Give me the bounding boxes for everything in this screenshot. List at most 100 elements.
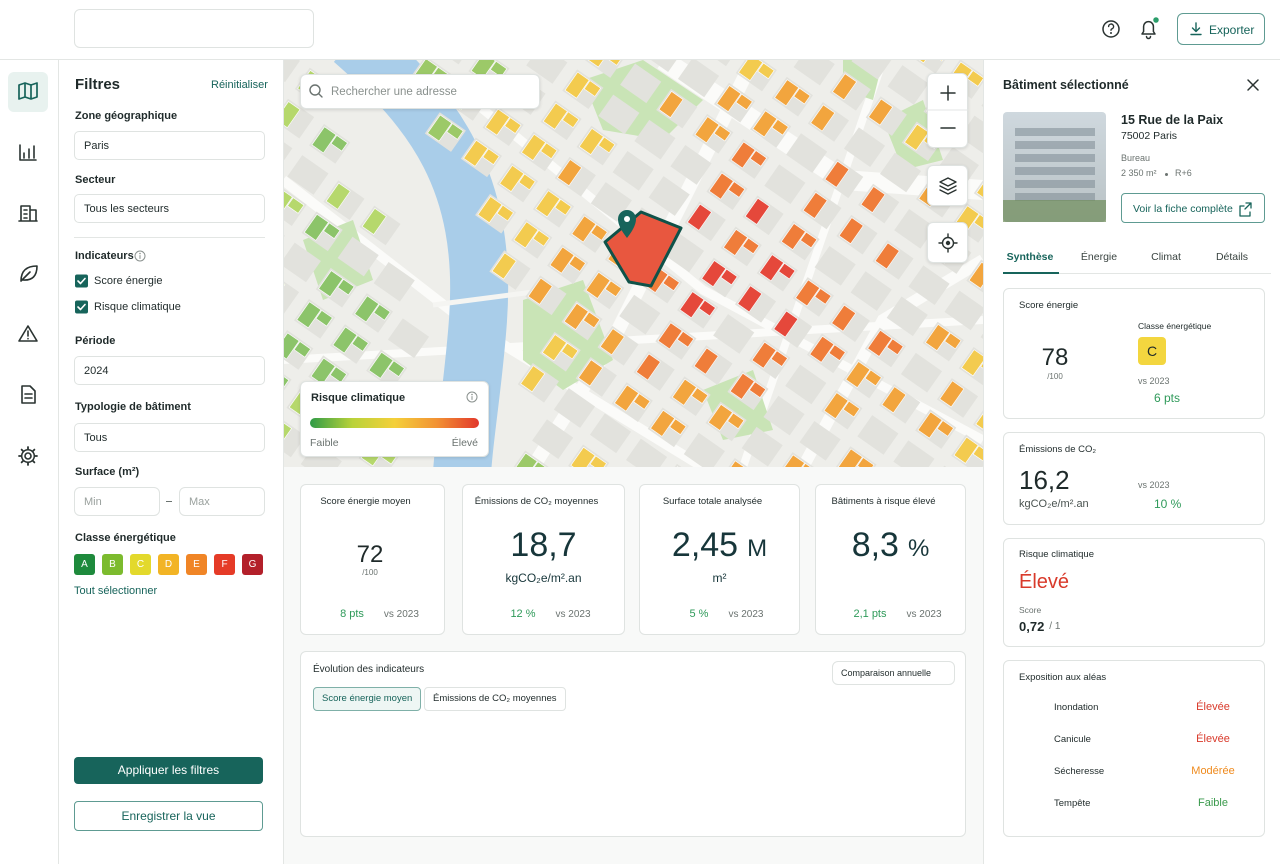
divider xyxy=(74,237,265,238)
kpi-title: Émissions de CO₂ moyennes xyxy=(474,496,599,507)
reset-link[interactable]: Réinitialiser xyxy=(211,79,268,91)
map-building xyxy=(828,344,846,361)
map-block xyxy=(532,419,574,459)
map-building xyxy=(427,114,453,142)
panel-tab[interactable]: Synthèse xyxy=(1006,251,1054,263)
select-all[interactable]: Tout sélectionner xyxy=(74,585,158,597)
tabs-border xyxy=(1003,273,1271,274)
map-search[interactable]: Rechercher une adresse xyxy=(300,74,540,109)
map-block xyxy=(763,395,805,436)
map-building xyxy=(283,332,300,360)
zoom-control[interactable] xyxy=(927,73,968,148)
energy-class-chip[interactable]: E xyxy=(186,554,207,575)
kpi-suffix: % xyxy=(907,535,930,562)
kpi-suffix: M xyxy=(747,535,768,562)
map-block xyxy=(634,119,676,160)
map-block xyxy=(879,152,922,193)
kpi-value: 72 xyxy=(356,541,384,568)
map-building xyxy=(810,104,836,132)
nav-settings xyxy=(20,448,36,464)
score-scale: / 1 xyxy=(1049,621,1061,632)
map-building xyxy=(874,242,900,270)
map-building xyxy=(586,60,612,68)
indicator-item[interactable]: Score énergie xyxy=(94,275,163,287)
map-block xyxy=(677,60,720,98)
map-building xyxy=(330,135,348,152)
panel-border xyxy=(983,60,984,864)
close-icon xyxy=(1247,79,1259,91)
map-block xyxy=(893,440,935,467)
panel-tab[interactable]: Énergie xyxy=(1080,251,1118,263)
map-building xyxy=(976,174,983,202)
select[interactable]: Tous les secteurs xyxy=(74,194,265,223)
risk-level: Élevé xyxy=(1019,571,1070,593)
map-block xyxy=(589,413,632,454)
energy-class-chip[interactable]: B xyxy=(102,554,123,575)
select[interactable]: Tous xyxy=(74,423,265,452)
map-building xyxy=(520,365,546,393)
map-building xyxy=(771,119,789,136)
kpi-title: Surface totale analysée xyxy=(662,496,763,507)
kpi-change: 5 % xyxy=(689,608,709,620)
building-floors: R+6 xyxy=(1175,168,1192,178)
map-building xyxy=(583,80,602,97)
map-block xyxy=(584,60,626,78)
emissions-value: 16,2 xyxy=(1019,465,1070,495)
panel-card xyxy=(1003,432,1265,525)
map-building xyxy=(925,324,951,351)
map-building xyxy=(735,93,753,111)
panel-tab[interactable]: Climat xyxy=(1151,251,1181,263)
detail-link[interactable]: Voir la fiche complète xyxy=(1121,193,1265,223)
panel-title: Bâtiment sélectionné xyxy=(1003,78,1129,92)
kpi-compare: vs 2023 xyxy=(383,609,419,620)
map-building xyxy=(936,420,954,437)
nav-sustainability xyxy=(20,265,38,282)
layers-button[interactable] xyxy=(927,165,968,206)
checkmark xyxy=(77,303,86,311)
select[interactable]: 2024 xyxy=(74,356,265,385)
map-building xyxy=(780,223,806,251)
select-value: 2024 xyxy=(84,365,109,377)
save-button[interactable]: Enregistrer la vue xyxy=(74,801,263,831)
map-building xyxy=(614,384,640,412)
top-search[interactable] xyxy=(74,9,314,48)
locate-button[interactable] xyxy=(927,222,968,263)
topbar-border xyxy=(0,59,1280,60)
select[interactable]: Paris xyxy=(74,131,265,160)
energy-class-chip[interactable]: A xyxy=(74,554,95,575)
map-block xyxy=(283,60,300,83)
map-building xyxy=(793,87,811,105)
map-building xyxy=(838,217,864,245)
panel-tab[interactable]: Détails xyxy=(1215,251,1249,263)
energy-class-chip[interactable]: G xyxy=(242,554,263,575)
map-building xyxy=(578,128,604,155)
comparison-dropdown[interactable]: Comparaison annuelle xyxy=(832,661,955,685)
map-building xyxy=(730,141,756,169)
chart-tab[interactable]: Score énergie moyen xyxy=(313,687,422,711)
chart-tab[interactable]: Émissions de CO₂ moyennes xyxy=(424,687,566,711)
close-icon xyxy=(1247,79,1259,91)
energy-class-chip[interactable]: C xyxy=(130,554,151,575)
map-building xyxy=(832,73,857,101)
hazard-name: Canicule xyxy=(1054,734,1091,745)
map-building xyxy=(842,400,861,418)
map-building xyxy=(325,182,351,210)
rail-active[interactable] xyxy=(8,72,48,112)
kpi-unit: m² xyxy=(712,571,727,585)
surface-max[interactable]: Max xyxy=(179,487,265,516)
energy-class-chip[interactable]: D xyxy=(158,554,179,575)
apply-button[interactable]: Appliquer les filtres xyxy=(74,757,263,784)
map-building xyxy=(513,221,539,249)
map-building xyxy=(722,460,748,467)
indicator-item[interactable]: Risque climatique xyxy=(94,301,181,313)
map-block xyxy=(764,164,806,205)
map-building xyxy=(823,392,849,420)
kpi-compare: vs 2023 xyxy=(555,609,591,620)
map-building xyxy=(867,329,893,357)
map-building xyxy=(720,268,738,286)
map-block xyxy=(648,176,690,216)
export-button[interactable]: Exporter xyxy=(1177,13,1265,45)
surface-min[interactable]: Min xyxy=(74,487,160,516)
energy-class-chip[interactable]: F xyxy=(214,554,235,575)
